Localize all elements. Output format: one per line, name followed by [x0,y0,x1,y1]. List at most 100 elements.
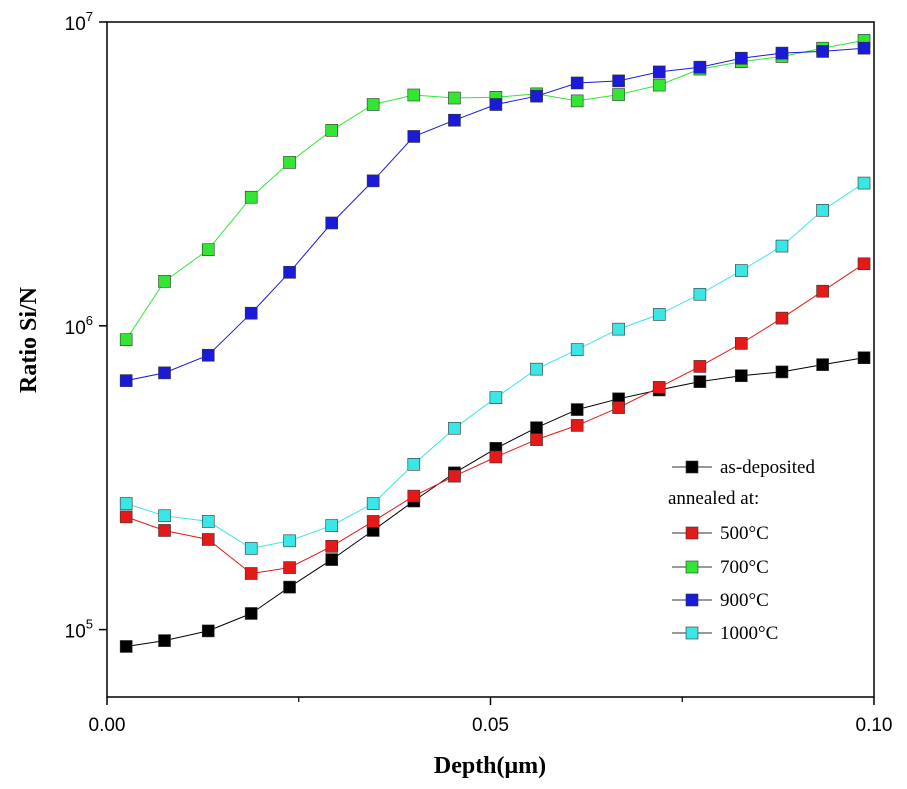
data-point [119,640,133,653]
data-point [735,264,748,277]
data-point [570,403,584,416]
legend-label: 500°C [720,523,769,544]
y-axis-title: Ratio Si/N [16,286,42,393]
legend-label: 900°C [720,590,769,611]
data-point [570,419,584,432]
data-point [489,391,503,404]
y-tick-label: 106 [65,313,93,339]
data-point [244,306,258,320]
data-point [407,130,421,143]
series-3 [119,41,871,387]
y-tick-exponent: 7 [86,9,93,24]
series-layer [119,34,871,653]
y-tick-exponent: 6 [86,313,93,328]
legend-item: 700°C [672,557,769,578]
data-point [366,98,380,111]
legend-label: as-deposited [720,457,815,478]
data-point [530,433,543,446]
data-point [366,497,380,510]
data-point [693,360,707,373]
series-4 [119,176,871,555]
data-point [735,337,748,350]
legend-marker [685,460,699,474]
data-point [283,580,296,594]
data-point [612,74,625,88]
data-point [201,533,215,546]
data-point [283,534,296,548]
data-point [325,124,339,137]
data-point [366,515,380,528]
legend: as-deposited annealed at: 500°C 700°C 900°C 1… [668,457,815,644]
data-point [612,322,625,336]
data-point [612,401,625,414]
data-point [201,348,215,362]
data-point [119,510,133,524]
data-point [158,366,171,380]
data-point [775,46,789,60]
data-point [158,524,171,537]
data-point [448,113,461,127]
data-point [612,88,625,101]
data-point [530,89,543,103]
data-point [244,567,258,580]
legend-item: as-deposited [672,457,815,478]
data-point [693,375,707,388]
data-point [244,542,258,555]
data-point [857,176,871,190]
x-tick-label: 0.05 [472,715,509,736]
data-point [244,190,258,204]
x-tick-label: 0.10 [856,715,893,736]
data-point [283,561,296,574]
data-point [652,65,666,79]
legend-marker [685,593,699,607]
data-point [652,308,666,321]
data-point [119,374,133,387]
data-point [325,553,339,566]
y-tick-label: 105 [65,617,93,643]
data-point [652,381,666,394]
data-point [158,275,171,288]
data-point [693,60,707,74]
data-point [201,515,215,528]
legend-item: 900°C [672,590,769,611]
data-point [693,287,707,301]
data-point [816,45,829,58]
data-point [119,497,133,510]
data-point [407,489,421,503]
data-point [489,98,503,111]
data-point [652,78,666,92]
y-tick-exponent: 5 [86,617,93,632]
data-point [244,607,258,620]
data-point [448,421,461,435]
data-point [816,203,829,217]
data-point [857,257,871,271]
legend-item: 500°C [672,523,769,544]
x-tick-label: 0.00 [89,715,126,736]
data-point [448,91,461,105]
data-point [775,239,789,253]
data-point [775,365,789,379]
legend-item: 1000°C [672,623,778,644]
data-point [201,243,215,257]
data-point [735,369,748,383]
data-point [283,156,296,169]
data-point [158,634,171,647]
data-point [366,174,380,188]
data-point [325,540,339,553]
data-point [857,351,871,365]
y-tick-base: 10 [65,622,86,643]
data-point [570,76,584,90]
legend-label: 700°C [720,557,769,578]
data-point [283,266,296,279]
legend-marker [685,560,699,574]
y-tick-label: 107 [65,9,93,35]
data-point [816,284,829,298]
data-point [530,362,543,376]
data-point [407,88,421,102]
data-point [816,358,829,371]
y-tick-base: 10 [65,14,86,35]
legend-header: annealed at: [668,488,759,509]
data-point [570,343,584,356]
